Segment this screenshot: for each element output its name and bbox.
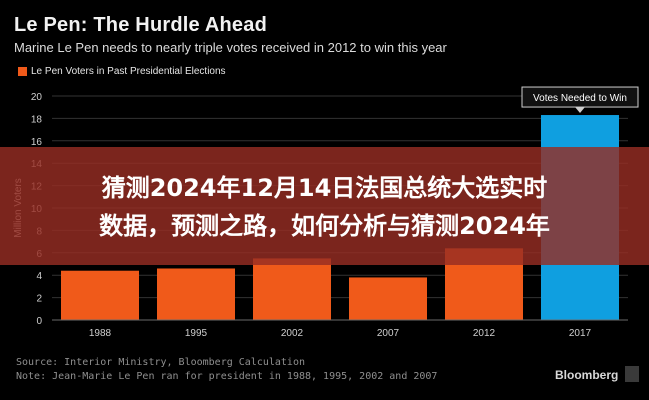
x-tick-label: 2012 (473, 328, 496, 339)
y-tick-label: 4 (36, 271, 42, 282)
y-tick-label: 18 (31, 114, 43, 125)
brand-logo: Bloomberg (555, 368, 619, 382)
annotation-pointer (575, 107, 585, 114)
source-text: Source: Interior Ministry, Bloomberg Cal… (16, 357, 305, 368)
headline-line-2: 数据，预测之路，如何分析与猜测2024年 (99, 212, 550, 240)
x-tick-label: 2017 (569, 328, 592, 339)
chart-title: Le Pen: The Hurdle Ahead (14, 14, 267, 36)
x-tick-label: 2007 (377, 328, 400, 339)
annotation-label: Votes Needed to Win (533, 93, 627, 104)
y-tick-label: 0 (36, 316, 42, 327)
x-tick-label: 2002 (281, 328, 304, 339)
x-tick-label: 1988 (89, 328, 112, 339)
legend-swatch-past (18, 67, 27, 76)
brand-mark-icon (625, 366, 639, 382)
y-tick-label: 2 (36, 294, 42, 305)
chart-source: Source: Interior Ministry, Bloomberg Cal… (16, 356, 437, 384)
x-tick-label: 1995 (185, 328, 208, 339)
bar-past-election (61, 270, 139, 320)
note-text: Note: Jean-Marie Le Pen ran for presiden… (16, 371, 438, 382)
y-tick-label: 20 (31, 92, 43, 103)
bar-past-election (349, 277, 427, 320)
headline-line-1: 猜测2024年12月14日法国总统大选实时 (101, 174, 548, 202)
legend-label-past: Le Pen Voters in Past Presidential Elect… (31, 66, 226, 77)
chart-legend: Le Pen Voters in Past Presidential Elect… (18, 66, 226, 77)
headline-banner (0, 147, 649, 265)
bar-past-election (253, 258, 331, 320)
bar-past-election (157, 268, 235, 320)
chart-subtitle: Marine Le Pen needs to nearly triple vot… (14, 40, 447, 55)
y-tick-label: 16 (31, 137, 43, 148)
